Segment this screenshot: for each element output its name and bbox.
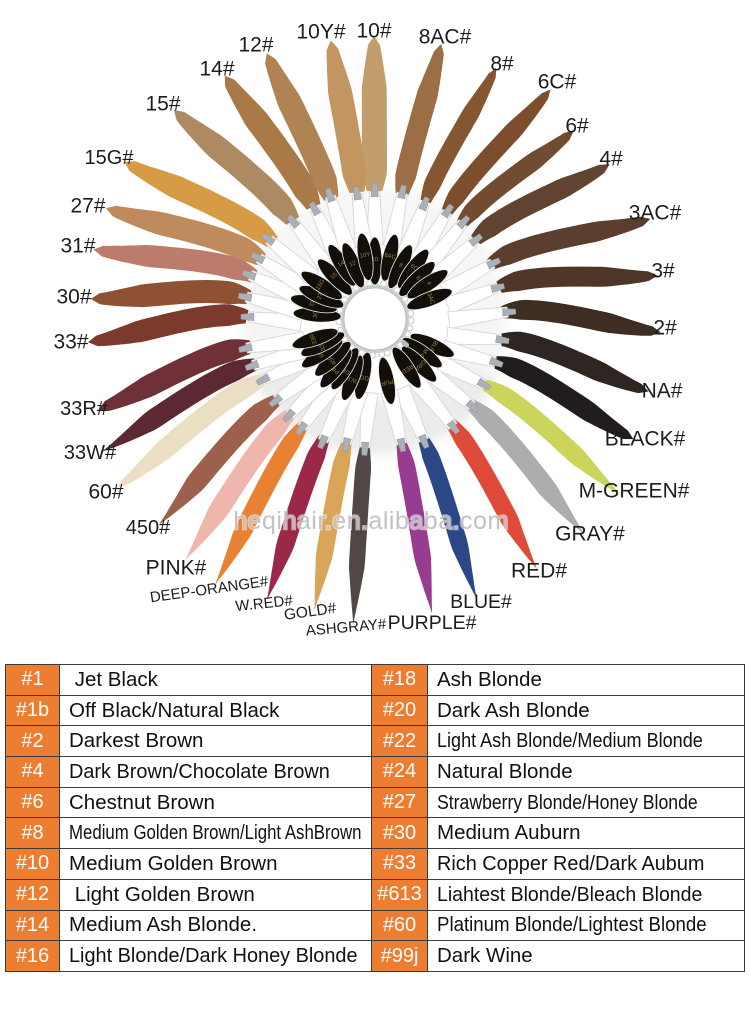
svg-text:14#: 14# — [199, 57, 234, 80]
svg-text:33R: 33R — [309, 332, 318, 345]
svg-text:31#: 31# — [60, 234, 95, 257]
svg-text:PURPLE#: PURPLE# — [388, 612, 477, 634]
svg-text:30#: 30# — [56, 285, 91, 308]
svg-text:15: 15 — [330, 272, 339, 281]
svg-text:PUR: PUR — [380, 378, 394, 386]
svg-text:6C: 6C — [409, 263, 419, 273]
svg-text:3AC#: 3AC# — [629, 201, 682, 224]
svg-text:3#: 3# — [651, 259, 675, 282]
svg-text:33R#: 33R# — [60, 398, 109, 420]
svg-text:BLUE#: BLUE# — [450, 591, 512, 613]
svg-text:GOL: GOL — [355, 372, 369, 381]
svg-text:14: 14 — [337, 260, 346, 269]
svg-text:3AC: 3AC — [425, 292, 435, 306]
svg-text:30: 30 — [313, 310, 320, 318]
svg-text:450: 450 — [326, 353, 338, 365]
svg-text:NA#: NA# — [642, 379, 683, 402]
svg-text:6#: 6# — [565, 114, 589, 137]
svg-text:6: 6 — [414, 275, 421, 282]
svg-text:15G: 15G — [315, 278, 326, 291]
svg-text:W.R: W.R — [345, 373, 358, 383]
svg-text:8AC#: 8AC# — [419, 25, 472, 48]
svg-text:8: 8 — [398, 262, 404, 269]
svg-text:33#: 33# — [53, 330, 88, 353]
svg-text:6C#: 6C# — [538, 70, 577, 93]
svg-text:12#: 12# — [238, 33, 273, 56]
svg-text:PIN: PIN — [330, 364, 342, 375]
svg-text:27: 27 — [317, 292, 325, 301]
svg-text:M-G: M-G — [417, 347, 429, 360]
svg-text:10: 10 — [371, 257, 378, 263]
svg-text:M-GREEN#: M-GREEN# — [579, 479, 690, 502]
svg-text:10#: 10# — [356, 19, 391, 42]
svg-text:27#: 27# — [70, 194, 105, 217]
svg-text:60#: 60# — [88, 480, 123, 503]
svg-text:450#: 450# — [126, 517, 171, 539]
svg-text:33W#: 33W# — [64, 442, 117, 464]
svg-text:BLACK#: BLACK# — [605, 427, 686, 450]
svg-text:2#: 2# — [653, 316, 677, 339]
svg-text:10Y: 10Y — [359, 252, 370, 260]
svg-text:4#: 4# — [599, 147, 623, 170]
svg-text:heqihair.en.alibaba.com: heqihair.en.alibaba.com — [233, 507, 509, 535]
svg-text:W.RED#: W.RED# — [235, 592, 295, 615]
svg-text:8AC: 8AC — [384, 253, 397, 262]
svg-text:GRAY#: GRAY# — [555, 522, 625, 545]
svg-text:60: 60 — [317, 349, 326, 358]
svg-text:10Y#: 10Y# — [296, 20, 345, 43]
svg-text:BLA: BLA — [428, 339, 438, 352]
svg-text:12: 12 — [349, 260, 358, 268]
svg-text:31: 31 — [309, 299, 317, 308]
svg-text:4: 4 — [425, 281, 432, 288]
svg-text:8#: 8# — [490, 52, 514, 75]
svg-text:15#: 15# — [145, 92, 180, 115]
svg-text:15G#: 15G# — [85, 147, 135, 169]
svg-text:RED#: RED# — [511, 559, 567, 582]
svg-text:33W: 33W — [316, 337, 327, 351]
svg-text:PINK#: PINK# — [146, 556, 207, 579]
